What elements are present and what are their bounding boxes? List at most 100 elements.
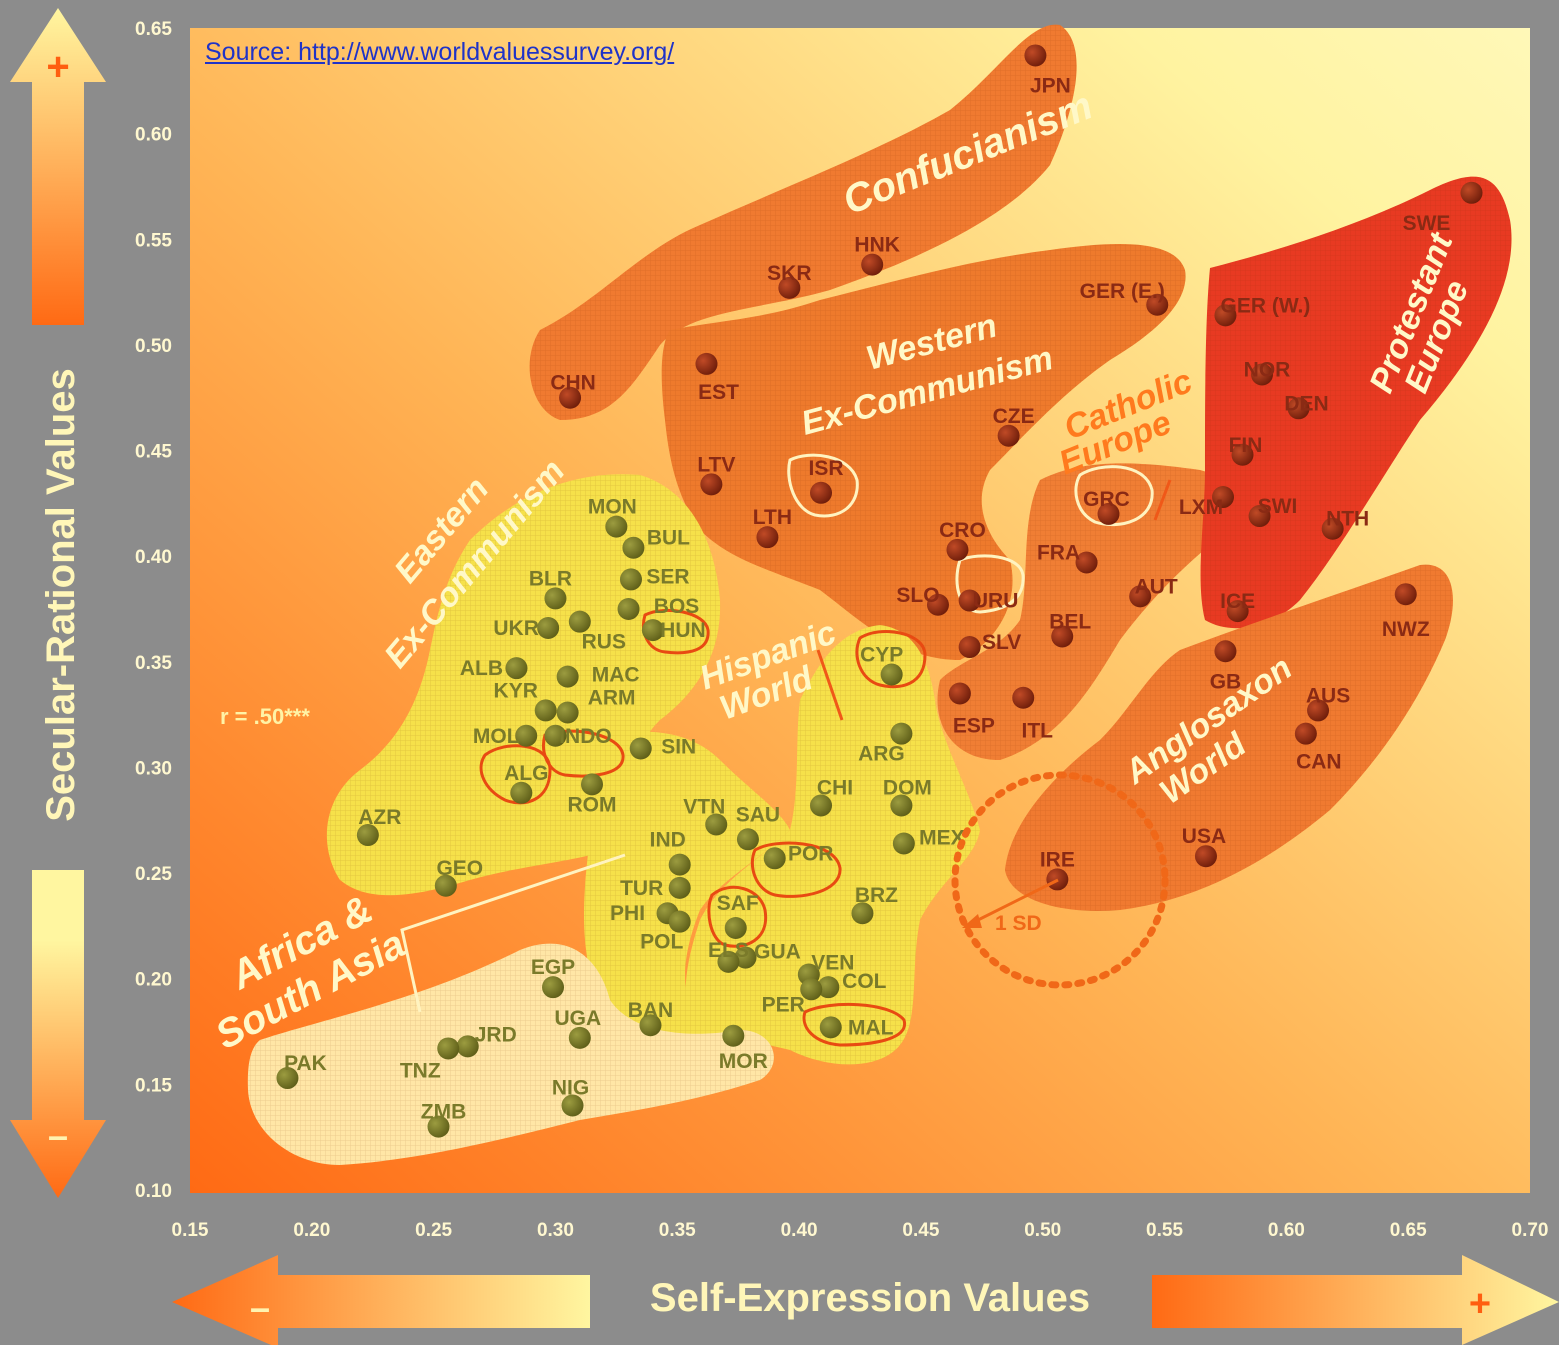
point-label: DEN xyxy=(1284,392,1328,415)
x-tick-label: 0.30 xyxy=(537,1220,574,1241)
data-point xyxy=(997,424,1020,447)
y-tick-label: 0.40 xyxy=(135,547,172,568)
outline-alg xyxy=(479,744,552,805)
point-label: SAF xyxy=(717,892,759,915)
data-point xyxy=(890,722,913,745)
data-points: JPN HNK SKR CHN EST GER (E.) GER (W.) SWE NOR DEN… xyxy=(276,44,1483,1138)
point-label: ITL xyxy=(1021,720,1053,743)
point-label: ELS xyxy=(708,939,749,962)
y-arrow-up xyxy=(10,8,106,325)
point-label: NIG xyxy=(552,1076,589,1099)
y-tick-label: 0.15 xyxy=(135,1075,172,1096)
data-point xyxy=(556,665,579,688)
data-point xyxy=(1287,397,1310,420)
data-point xyxy=(1294,722,1317,745)
outline-mal xyxy=(802,1003,906,1047)
point-label: UGA xyxy=(554,1007,601,1030)
data-point xyxy=(734,946,757,969)
data-point xyxy=(1214,304,1237,327)
data-point xyxy=(892,832,915,855)
y-tick-labels: 0.10 0.15 0.20 0.25 0.30 0.35 0.40 0.45 0.50 0.55… xyxy=(135,19,172,1202)
data-point xyxy=(890,794,913,817)
point-label: SAU xyxy=(736,803,780,826)
point-label: IND xyxy=(650,829,686,852)
point-label: HNK xyxy=(854,234,900,257)
y-arrow-lower-box xyxy=(32,870,84,940)
point-label: KYR xyxy=(494,679,538,702)
point-label: BOS xyxy=(654,595,700,618)
point-label: GUA xyxy=(754,941,801,964)
outline-grc xyxy=(1074,465,1154,527)
data-point xyxy=(544,587,567,610)
sd-indicator: 1 SD xyxy=(951,771,1169,989)
outline-isr xyxy=(787,453,859,518)
sd-label: 1 SD xyxy=(995,912,1042,935)
y-tick-label: 0.50 xyxy=(135,336,172,357)
data-point xyxy=(722,1024,745,1047)
y-tick-label: 0.30 xyxy=(135,758,172,779)
data-point xyxy=(629,737,652,760)
x-axis-title: Self-Expression Values xyxy=(649,1276,1091,1320)
point-label: NTH xyxy=(1326,508,1369,531)
data-point xyxy=(810,481,833,504)
point-label: FIN xyxy=(1229,434,1263,457)
y-tick-label: 0.65 xyxy=(135,19,172,40)
data-point xyxy=(810,794,833,817)
data-point xyxy=(1307,699,1330,722)
sd-arrow xyxy=(967,878,1059,927)
data-point xyxy=(537,617,560,640)
point-label: ALG xyxy=(504,762,548,785)
point-label: MAC xyxy=(592,664,640,687)
outline-cyp xyxy=(855,630,927,689)
point-label: DOM xyxy=(883,776,932,799)
point-label: TUR xyxy=(620,877,663,900)
point-label: MON xyxy=(588,496,637,519)
point-label: SWE xyxy=(1403,212,1451,235)
x-tick-label: 0.20 xyxy=(293,1220,330,1241)
point-label: MOL xyxy=(473,725,520,748)
point-label: SLV xyxy=(982,631,1021,654)
point-label: SKR xyxy=(767,262,811,285)
data-point xyxy=(946,538,969,561)
point-label: INDO xyxy=(559,725,612,748)
data-point xyxy=(568,1026,591,1049)
point-label: BRZ xyxy=(855,884,898,907)
data-point xyxy=(510,781,533,804)
data-point xyxy=(1251,363,1273,386)
x-tick-labels: 0.15 0.20 0.25 0.30 0.35 0.40 0.45 0.50 0.55 0.60… xyxy=(172,1220,1549,1241)
point-label: AUT xyxy=(1135,575,1178,598)
data-point xyxy=(534,699,557,722)
y-arrow-down xyxy=(10,940,106,1198)
point-label: VEN xyxy=(811,952,854,975)
data-point xyxy=(434,874,457,897)
data-point xyxy=(605,515,628,538)
y-arrow-minus: – xyxy=(48,1115,68,1156)
y-tick-label: 0.10 xyxy=(135,1181,172,1202)
y-tick-label: 0.45 xyxy=(135,442,172,463)
data-point xyxy=(1231,443,1254,466)
point-label: SIN xyxy=(661,735,696,758)
point-label: PHI xyxy=(610,902,645,925)
point-label: NOR xyxy=(1244,358,1291,381)
point-label: MAL xyxy=(848,1016,894,1039)
point-label: BAN xyxy=(628,999,674,1022)
x-tick-label: 0.40 xyxy=(781,1220,818,1241)
data-point xyxy=(427,1115,450,1138)
y-axis-arrow: + – xyxy=(10,8,106,1198)
x-arrow-plus: + xyxy=(1469,1283,1491,1325)
data-point xyxy=(1012,686,1035,709)
data-point xyxy=(861,253,884,276)
source-link[interactable]: Source: http://www.worldvaluessurvey.org… xyxy=(205,38,675,66)
point-label: LTH xyxy=(753,506,792,529)
x-arrow-right xyxy=(1152,1255,1559,1345)
point-label: URU xyxy=(973,590,1019,613)
point-label: MOR xyxy=(719,1050,768,1073)
hispanic-connector xyxy=(816,649,844,721)
data-point xyxy=(851,902,874,925)
data-point xyxy=(736,828,759,851)
data-point xyxy=(958,589,981,612)
data-point xyxy=(1226,600,1249,623)
point-label: LXM xyxy=(1179,496,1223,519)
x-tick-label: 0.55 xyxy=(1146,1220,1183,1241)
x-tick-label: 0.50 xyxy=(1024,1220,1061,1241)
